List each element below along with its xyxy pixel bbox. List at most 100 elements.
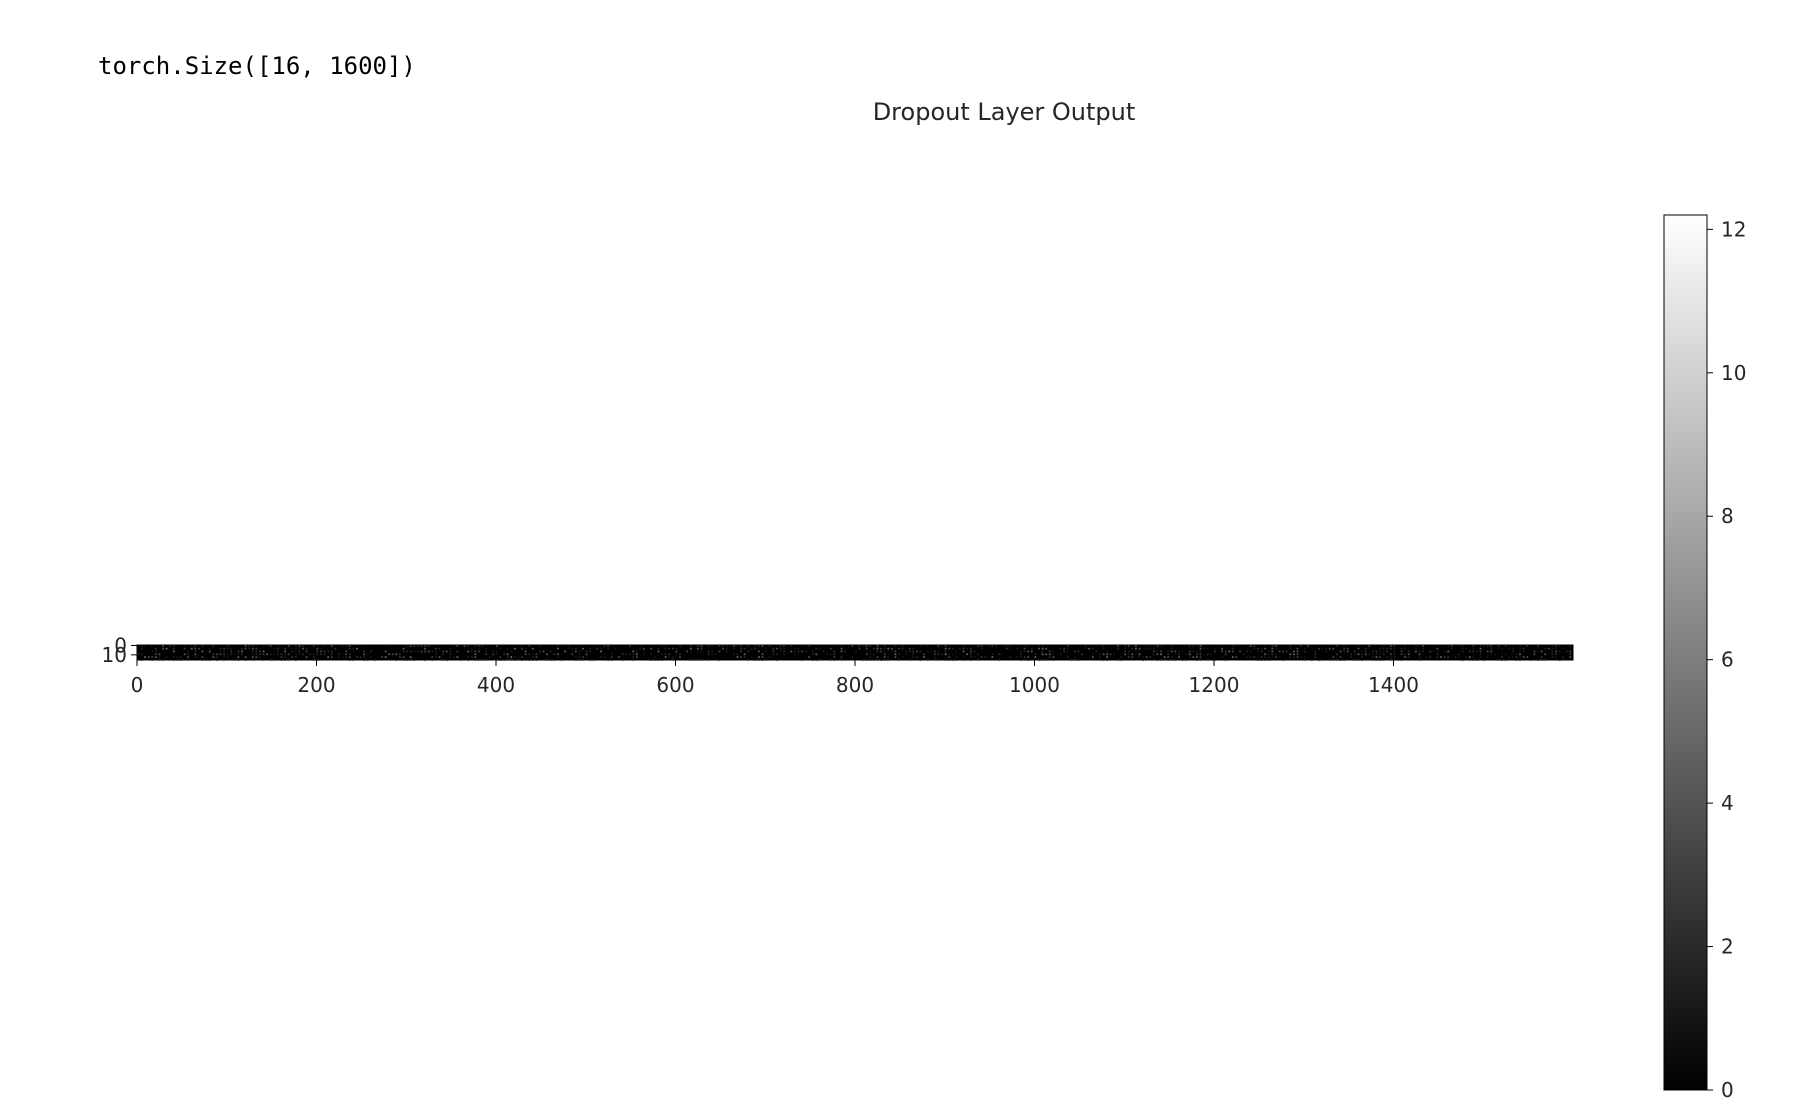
heatmap-cell [255, 653, 258, 656]
heatmap-cell [1073, 650, 1076, 653]
heatmap-cell [1199, 656, 1202, 658]
heatmap-cell [1547, 647, 1550, 650]
heatmap-cell [1540, 656, 1543, 658]
heatmap-cell [449, 647, 452, 650]
heatmap-cell [1199, 650, 1202, 653]
heatmap-cell [1332, 656, 1335, 658]
heatmap-cell [277, 645, 279, 647]
heatmap-cell [1551, 656, 1554, 658]
heatmap-cell [969, 653, 972, 656]
heatmap-cell [345, 656, 348, 658]
heatmap-cell [600, 656, 602, 658]
heatmap-cell [1138, 647, 1141, 650]
heatmap-cell [937, 645, 940, 647]
heatmap-cell [284, 647, 286, 650]
heatmap-cell [707, 645, 710, 647]
heatmap-cell [668, 656, 671, 658]
heatmap-cell [1167, 653, 1170, 656]
heatmap-cell [539, 650, 541, 653]
heatmap-cell [151, 650, 154, 653]
heatmap-cell [355, 647, 358, 650]
heatmap-cell [445, 650, 448, 653]
heatmap-cell [262, 650, 265, 653]
heatmap-cell [399, 656, 401, 658]
heatmap-cell [707, 650, 710, 653]
heatmap-cell [865, 647, 868, 650]
heatmap-cell [1364, 653, 1367, 656]
heatmap-cell [951, 647, 954, 650]
heatmap-cell [1235, 645, 1238, 647]
heatmap-cell [898, 653, 900, 656]
heatmap-cell [1178, 653, 1180, 656]
heatmap-cell [474, 650, 477, 653]
heatmap-cell [194, 653, 197, 656]
heatmap-cell [1364, 650, 1367, 653]
heatmap-cell [1422, 647, 1425, 650]
heatmap-cell [1224, 653, 1227, 656]
heatmap-cell [230, 650, 233, 653]
heatmap-cell [1375, 656, 1378, 658]
heatmap-cell [194, 656, 197, 658]
heatmap-cell [844, 650, 847, 653]
heatmap-cell [1461, 645, 1464, 647]
heatmap-cell [345, 645, 348, 647]
heatmap-cell [1041, 650, 1044, 653]
heatmap-cell [801, 645, 803, 647]
heatmap-cell [302, 645, 304, 647]
heatmap-cell [1296, 653, 1299, 656]
heatmap-cell [1249, 650, 1252, 653]
heatmap-cell [323, 653, 326, 656]
heatmap-cell [277, 653, 279, 656]
heatmap-cell [944, 653, 947, 656]
heatmap-cell [287, 653, 290, 656]
heatmap-cell [908, 650, 911, 653]
heatmap-cell [1537, 650, 1539, 653]
heatmap-cell [1275, 647, 1277, 650]
heatmap-cell [208, 650, 211, 653]
heatmap-cell [1142, 656, 1144, 658]
heatmap-cell [1346, 650, 1349, 653]
heatmap-cell [384, 656, 387, 658]
heatmap-cell [714, 653, 717, 656]
heatmap-cell [833, 656, 836, 658]
heatmap-cell [1160, 650, 1162, 653]
heatmap-cell [948, 653, 951, 656]
heatmap-cell [1091, 653, 1094, 656]
heatmap-cell [1023, 650, 1026, 653]
heatmap-cell [434, 653, 437, 656]
heatmap-cell [452, 645, 455, 647]
heatmap-cell [1321, 647, 1324, 650]
heatmap-cell [1005, 645, 1008, 647]
heatmap-cell [686, 650, 689, 653]
heatmap-cell [1271, 650, 1274, 653]
heatmap-cell [894, 645, 897, 647]
heatmap-cell [1196, 650, 1198, 653]
heatmap-cell [1210, 653, 1213, 656]
heatmap-cell [1447, 650, 1450, 653]
heatmap-cell [571, 653, 574, 656]
heatmap-cell [251, 653, 254, 656]
heatmap-cell [740, 650, 742, 653]
heatmap-cell [531, 656, 534, 658]
heatmap-cell [434, 647, 437, 650]
heatmap-cell [488, 656, 491, 658]
heatmap-cell [1124, 645, 1127, 647]
heatmap-cell [725, 645, 728, 647]
heatmap-cell [1497, 647, 1500, 650]
heatmap-cell [1519, 653, 1521, 656]
heatmap-cell [1404, 645, 1407, 647]
heatmap-cell [233, 653, 236, 656]
heatmap-cell [1102, 653, 1105, 656]
heatmap-cell [1432, 650, 1435, 653]
heatmap-cell [1490, 653, 1493, 656]
heatmap-cell [474, 656, 477, 658]
heatmap-cell [420, 645, 423, 647]
heatmap-cell [822, 645, 825, 647]
heatmap-cell [973, 650, 976, 653]
heatmap-cell [316, 650, 319, 653]
heatmap-cell [1030, 647, 1033, 650]
heatmap-cell [1350, 656, 1353, 658]
heatmap-cell [603, 645, 606, 647]
heatmap-cell [1181, 650, 1184, 653]
heatmap-cell [1271, 645, 1274, 647]
